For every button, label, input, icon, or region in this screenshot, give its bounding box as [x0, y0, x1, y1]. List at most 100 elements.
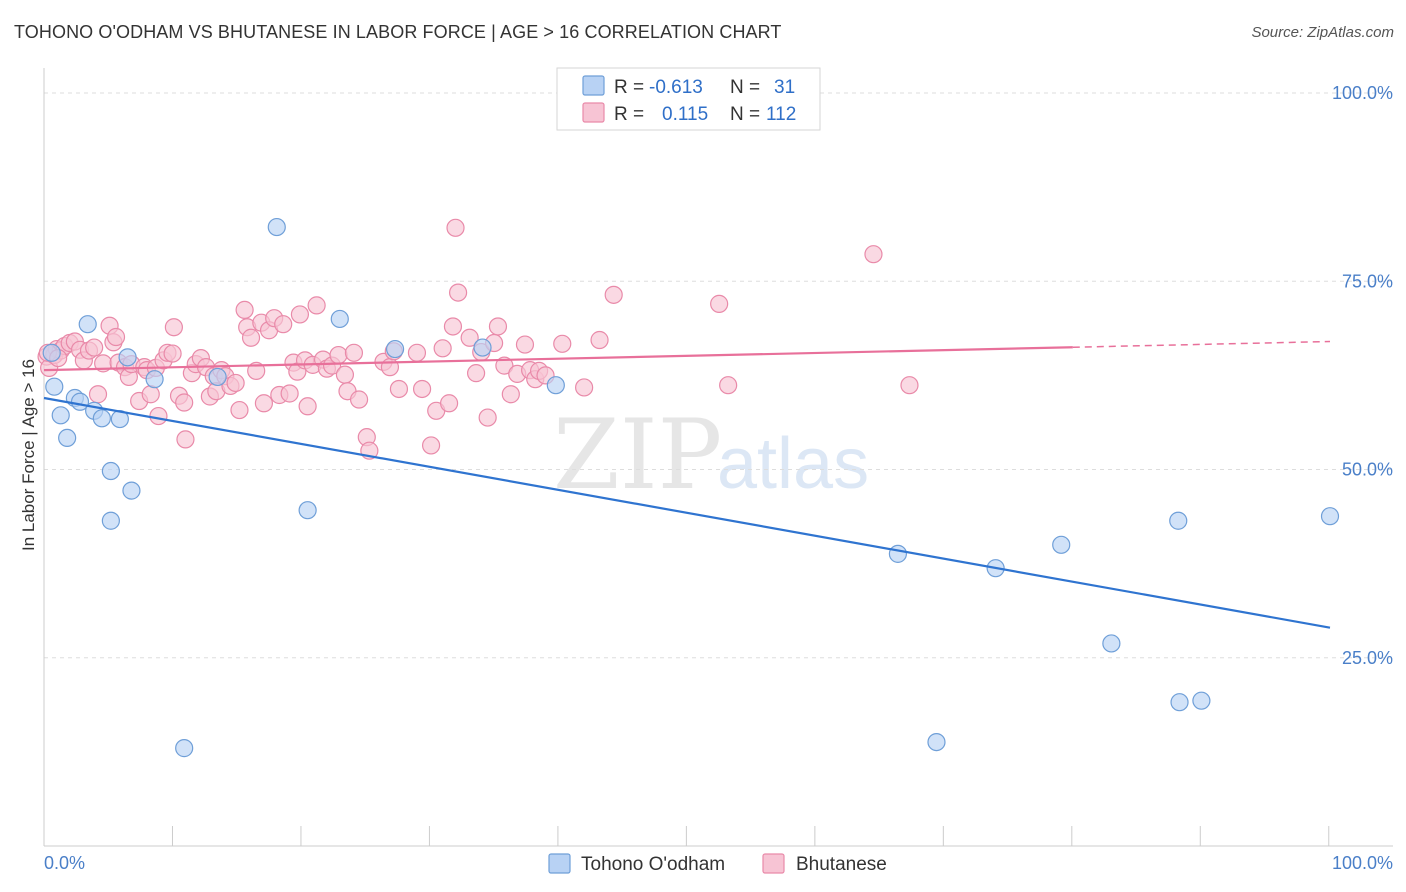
bhutanese-point-31	[164, 318, 183, 337]
tohono-point-26	[1052, 535, 1071, 554]
tohono-point-2	[51, 406, 70, 425]
tohono-point-30	[1192, 691, 1211, 710]
tohono-point-19	[330, 309, 349, 329]
tohono-point-13	[122, 481, 141, 500]
bhutanese-point-49	[241, 328, 261, 347]
tohono-point-20	[385, 339, 405, 359]
tohono-trendline	[43, 396, 1331, 629]
bhutanese-point-34	[176, 430, 195, 449]
watermark-atlas: atlas	[717, 424, 869, 504]
bhutanese-point-52	[254, 394, 274, 413]
bhutanese-point-80	[412, 379, 432, 399]
bhutanese-point-12	[85, 338, 104, 357]
gridlines	[44, 92, 1393, 659]
tohono-point-6	[78, 315, 97, 334]
bhutanese-point-79	[407, 343, 427, 362]
bhutanese-point-71	[344, 343, 364, 362]
x-ticks	[43, 826, 1330, 846]
bottom-legend-swatch-pink	[762, 853, 785, 874]
tohono-point-29	[1170, 693, 1189, 712]
legend-r-value-pink: 0.115	[662, 104, 708, 125]
tohono-point-22	[546, 376, 565, 395]
bhutanese-point-72	[349, 390, 369, 409]
tohono-point-9	[101, 461, 120, 481]
x-tick-label-max: 100.0%	[1332, 853, 1393, 873]
bhutanese-point-81	[421, 436, 441, 455]
bhutanese-point-109	[900, 376, 919, 395]
bhutanese-point-64	[307, 296, 326, 315]
bhutanese-point-88	[460, 328, 479, 347]
source-credit: Source: ZipAtlas.com	[1251, 24, 1394, 41]
y-tick-labels: 25.0% 50.0% 75.0% 100.0%	[1332, 83, 1393, 668]
bhutanese-point-27	[149, 406, 168, 426]
trendlines	[43, 340, 1331, 629]
bhutanese-point-89	[466, 364, 486, 383]
tohono-point-0	[42, 343, 61, 362]
bhutanese-point-69	[335, 365, 355, 384]
watermark-zip: ZIP	[553, 399, 722, 511]
bhutanese-point-50	[247, 361, 266, 380]
bhutanese-point-78	[389, 379, 409, 399]
bhutanese-point-93	[488, 317, 508, 336]
tohono-point-21	[473, 338, 492, 357]
tohono-point-15	[175, 739, 194, 758]
bhutanese-point-62	[298, 397, 317, 416]
bhutanese-point-105	[604, 285, 623, 304]
bhutanese-point-108	[864, 245, 883, 264]
tohono-point-17	[267, 217, 286, 237]
legend-n-label-blue: N =	[730, 77, 760, 98]
tohono-point-10	[101, 511, 120, 530]
y-tick-label-25: 25.0%	[1342, 648, 1393, 668]
tohono-point-16	[208, 367, 227, 387]
y-tick-label-50: 50.0%	[1342, 460, 1393, 480]
tohono-point-28	[1169, 511, 1188, 530]
bhutanese-point-85	[443, 317, 463, 336]
bhutanese-point-68	[329, 345, 348, 365]
legend-n-value-pink: 112	[766, 104, 796, 125]
bhutanese-point-91	[478, 408, 497, 427]
tohono-point-12	[118, 348, 137, 367]
bhutanese-trendline	[43, 346, 1073, 372]
axes	[43, 68, 1393, 847]
bhutanese-point-17	[106, 327, 126, 347]
bhutanese-point-13	[88, 385, 108, 404]
bhutanese-point-103	[575, 378, 594, 397]
bottom-legend: Tohono O'odham Bhutanese	[548, 853, 887, 875]
bhutanese-point-30	[163, 344, 182, 363]
legend-box: R = -0.613 N = 31 R = 0.115 N = 112	[556, 67, 821, 131]
bhutanese-point-45	[226, 373, 245, 393]
tohono-point-3	[58, 428, 77, 448]
bhutanese-point-84	[439, 394, 459, 413]
bhutanese-point-56	[274, 315, 293, 334]
series-tohono-points	[42, 217, 1340, 758]
legend-r-label-blue: R =	[614, 77, 644, 98]
bhutanese-point-47	[235, 300, 254, 320]
bhutanese-trendline-extension	[1072, 340, 1331, 349]
tohono-point-18	[298, 501, 317, 520]
bottom-legend-swatch-blue	[548, 853, 571, 874]
bhutanese-point-76	[380, 358, 400, 377]
bhutanese-point-60	[290, 305, 310, 324]
tohono-point-27	[1102, 634, 1121, 653]
tohono-point-14	[145, 370, 164, 389]
bhutanese-point-104	[590, 330, 609, 350]
bottom-legend-label-bhutanese: Bhutanese	[796, 854, 887, 875]
tohono-point-23	[888, 544, 908, 563]
bottom-legend-label-tohono: Tohono O'odham	[581, 854, 725, 875]
bhutanese-point-87	[446, 218, 465, 237]
bhutanese-point-95	[501, 385, 520, 404]
legend-r-value-blue: -0.613	[649, 77, 703, 98]
bhutanese-point-107	[719, 376, 738, 395]
chart-title: TOHONO O'ODHAM VS BHUTANESE IN LABOR FOR…	[14, 22, 782, 42]
tohono-point-31	[1320, 507, 1340, 526]
legend-n-label-pink: N =	[730, 104, 760, 125]
tohono-point-8	[92, 409, 111, 428]
y-tick-label-100: 100.0%	[1332, 83, 1393, 103]
bhutanese-point-83	[433, 339, 452, 358]
bhutanese-point-94	[495, 356, 514, 375]
bhutanese-point-57	[280, 384, 299, 403]
y-tick-label-75: 75.0%	[1342, 271, 1393, 291]
y-axis-title: In Labor Force | Age > 16	[19, 359, 38, 551]
bhutanese-point-97	[515, 335, 535, 354]
